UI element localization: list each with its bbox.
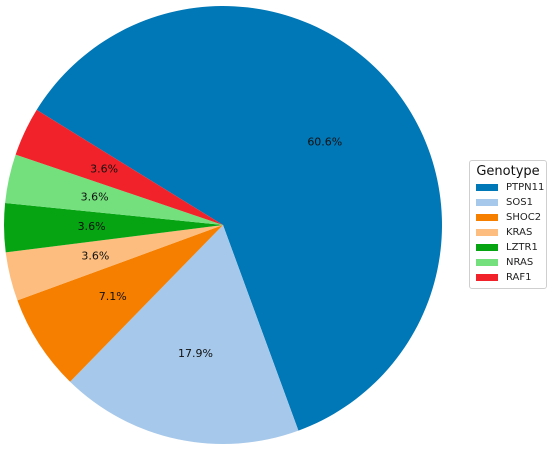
pie-slice-nras: [5, 154, 223, 225]
legend-item-kras: KRAS: [476, 226, 546, 241]
legend-swatch: [476, 259, 498, 266]
legend-item-ptpn11: PTPN11: [476, 181, 546, 196]
slice-label-kras: 3.6%: [81, 250, 109, 263]
legend-swatch: [476, 229, 498, 236]
legend-title: Genotype: [476, 164, 540, 179]
legend-label: RAF1: [506, 272, 532, 283]
legend: Genotype PTPN11 SOS1 SHOC2 KRAS LZTR1 NR…: [469, 160, 547, 289]
legend-item-nras: NRAS: [476, 256, 546, 271]
legend-label: PTPN11: [506, 182, 545, 193]
legend-swatch: [476, 274, 498, 281]
pie-slice-ptpn11: [36, 6, 442, 431]
legend-label: LZTR1: [506, 242, 538, 253]
legend-label: SOS1: [506, 197, 533, 208]
legend-item-raf1: RAF1: [476, 271, 546, 286]
pie-slice-lztr1: [3, 202, 224, 253]
legend-swatch: [476, 214, 498, 221]
slice-label-ptpn11: 60.6%: [307, 135, 342, 148]
pie-slice-shoc2: [17, 225, 223, 382]
legend-item-lztr1: LZTR1: [476, 241, 546, 256]
legend-item-sos1: SOS1: [476, 196, 546, 211]
legend-item-shoc2: SHOC2: [476, 211, 546, 226]
slice-label-sos1: 17.9%: [178, 347, 213, 360]
legend-label: KRAS: [506, 227, 533, 238]
pie-slice-raf1: [15, 109, 223, 225]
slice-label-lztr1: 3.6%: [78, 220, 106, 233]
legend-label: NRAS: [506, 257, 534, 268]
legend-swatch: [476, 244, 498, 251]
slice-label-raf1: 3.6%: [90, 163, 118, 176]
slice-label-shoc2: 7.1%: [99, 290, 127, 303]
slice-label-nras: 3.6%: [81, 191, 109, 204]
pie-slice-kras: [5, 225, 223, 301]
pie-slice-sos1: [70, 225, 299, 445]
legend-label: SHOC2: [506, 212, 542, 223]
legend-swatch: [476, 184, 498, 191]
legend-swatch: [476, 199, 498, 206]
